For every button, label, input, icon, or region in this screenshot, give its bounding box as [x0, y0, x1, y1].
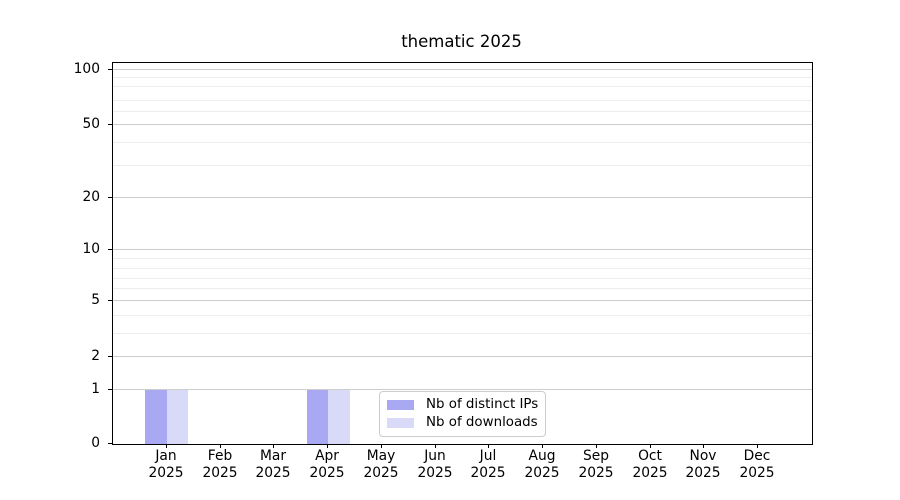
- x-tick-label: May 2025: [363, 448, 399, 481]
- x-tick-mark: [596, 444, 597, 448]
- x-tick-label: Oct 2025: [632, 448, 668, 481]
- y-tick-mark: [108, 197, 112, 198]
- x-tick-label: Jan 2025: [148, 448, 184, 481]
- gridline-major: [113, 300, 812, 302]
- x-tick-mark: [381, 444, 382, 448]
- legend: Nb of distinct IPs Nb of downloads: [379, 391, 547, 437]
- legend-swatch-downloads-icon: [387, 418, 414, 428]
- legend-label-distinct-ips: Nb of distinct IPs: [426, 397, 539, 412]
- legend-swatch-distinct-ips-icon: [387, 400, 414, 410]
- legend-item-distinct-ips: Nb of distinct IPs: [387, 397, 538, 413]
- y-tick-label: 2: [91, 348, 100, 364]
- y-tick-mark: [108, 300, 112, 301]
- x-tick-mark: [757, 444, 758, 448]
- y-tick-label: 5: [91, 292, 100, 308]
- x-tick-mark: [220, 444, 221, 448]
- y-tick-label: 50: [82, 116, 100, 132]
- gridline-minor: [113, 268, 812, 270]
- x-tick-label: Jul 2025: [470, 448, 506, 481]
- x-tick-mark: [166, 444, 167, 448]
- gridline-major: [113, 249, 812, 250]
- x-tick-label: Sep 2025: [578, 448, 614, 481]
- gridline-minor: [113, 111, 812, 112]
- gridline-minor: [113, 258, 812, 259]
- gridline-minor: [113, 333, 812, 335]
- x-tick-label: Nov 2025: [685, 448, 721, 481]
- bar-distinct-ips: [306, 390, 329, 444]
- y-tick-label: 10: [82, 241, 100, 257]
- bar-downloads: [166, 390, 189, 444]
- legend-item-downloads: Nb of downloads: [387, 415, 538, 431]
- x-tick-mark: [650, 444, 651, 448]
- gridline-major: [113, 356, 812, 358]
- y-tick-label: 100: [73, 61, 100, 77]
- y-tick-label: 20: [82, 189, 100, 205]
- x-tick-label: Dec 2025: [739, 448, 775, 481]
- x-tick-label: Jun 2025: [417, 448, 453, 481]
- x-tick-label: Apr 2025: [309, 448, 345, 481]
- gridline-major: [113, 197, 812, 198]
- x-tick-mark: [542, 444, 543, 448]
- y-tick-mark: [108, 356, 112, 357]
- y-tick-mark: [108, 443, 112, 444]
- gridline-major: [113, 69, 812, 71]
- y-tick-label: 0: [91, 435, 100, 451]
- gridline-minor: [113, 314, 812, 316]
- plot-area: Nb of distinct IPs Nb of downloads: [112, 62, 813, 445]
- gridline-minor: [113, 164, 812, 166]
- y-tick-mark: [108, 69, 112, 70]
- y-tick-mark: [108, 249, 112, 250]
- x-tick-mark: [327, 444, 328, 448]
- gridline-minor: [113, 100, 812, 101]
- gridline-major: [113, 389, 812, 391]
- y-tick-label: 1: [91, 381, 100, 397]
- x-tick-label: Aug 2025: [524, 448, 560, 481]
- x-tick-label: Mar 2025: [255, 448, 291, 481]
- bar-distinct-ips: [145, 390, 167, 444]
- x-tick-mark: [273, 444, 274, 448]
- legend-label-downloads: Nb of downloads: [426, 415, 538, 430]
- x-tick-mark: [488, 444, 489, 448]
- y-tick-mark: [108, 389, 112, 390]
- x-tick-mark: [703, 444, 704, 448]
- gridline-major: [113, 124, 812, 125]
- bar-downloads: [328, 390, 350, 444]
- x-tick-label: Feb 2025: [202, 448, 238, 481]
- gridline-minor: [113, 142, 812, 144]
- y-tick-mark: [108, 124, 112, 125]
- chart-title: thematic 2025: [401, 32, 522, 51]
- gridline-minor: [113, 278, 812, 279]
- gridline-minor: [113, 288, 812, 290]
- gridline-minor: [113, 86, 812, 88]
- x-tick-mark: [435, 444, 436, 448]
- gridline-minor: [113, 77, 812, 79]
